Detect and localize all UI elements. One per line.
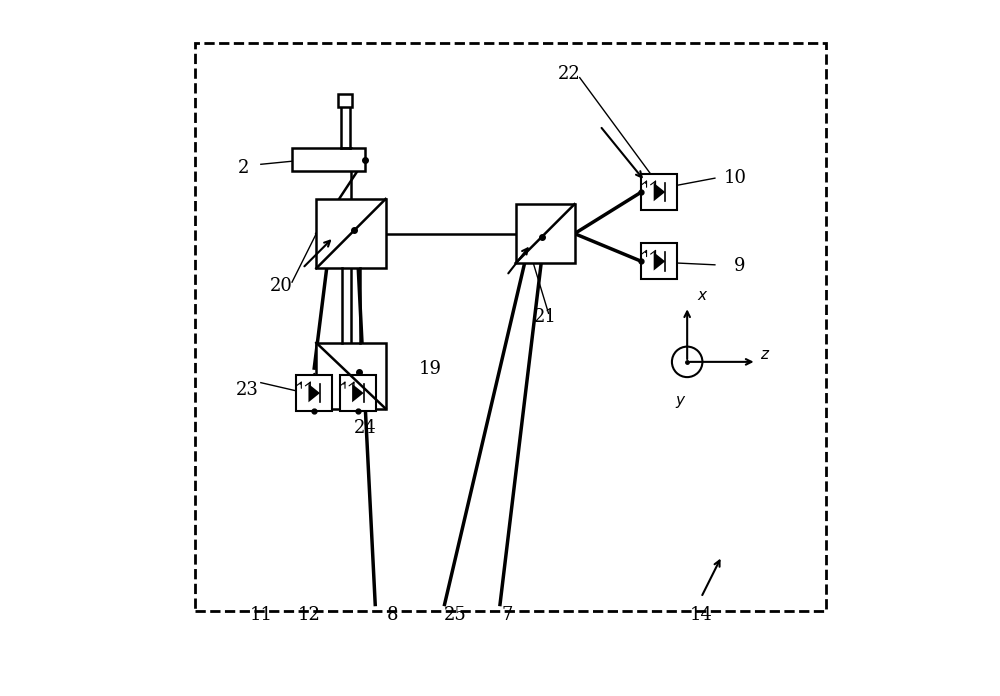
Text: 2: 2 bbox=[238, 159, 249, 177]
Text: y: y bbox=[676, 393, 685, 408]
Polygon shape bbox=[352, 383, 364, 402]
Text: 8: 8 bbox=[387, 606, 398, 624]
Circle shape bbox=[672, 347, 702, 377]
Bar bbox=[316, 343, 386, 409]
Polygon shape bbox=[308, 383, 320, 402]
Bar bbox=[338, 94, 352, 106]
Text: 11: 11 bbox=[249, 606, 272, 624]
Text: x: x bbox=[698, 288, 707, 303]
Text: 14: 14 bbox=[690, 606, 712, 624]
Text: 9: 9 bbox=[733, 258, 745, 275]
Text: 23: 23 bbox=[236, 381, 258, 399]
Text: 22: 22 bbox=[558, 65, 581, 84]
Text: 21: 21 bbox=[534, 308, 556, 326]
Text: z: z bbox=[760, 347, 768, 363]
Bar bbox=[641, 244, 677, 279]
Text: 12: 12 bbox=[298, 606, 321, 624]
Polygon shape bbox=[654, 252, 665, 271]
Text: 10: 10 bbox=[724, 169, 747, 187]
Text: 25: 25 bbox=[444, 606, 466, 624]
Text: 19: 19 bbox=[419, 360, 442, 378]
Bar bbox=[316, 199, 386, 268]
Polygon shape bbox=[654, 183, 665, 201]
Text: 24: 24 bbox=[353, 419, 376, 436]
Bar bbox=[641, 174, 677, 210]
Bar bbox=[292, 148, 365, 171]
Text: 7: 7 bbox=[501, 606, 513, 624]
Bar bbox=[296, 375, 332, 411]
Bar bbox=[340, 375, 376, 411]
Bar bbox=[195, 43, 826, 611]
Bar bbox=[516, 204, 575, 263]
Text: 20: 20 bbox=[270, 276, 293, 294]
